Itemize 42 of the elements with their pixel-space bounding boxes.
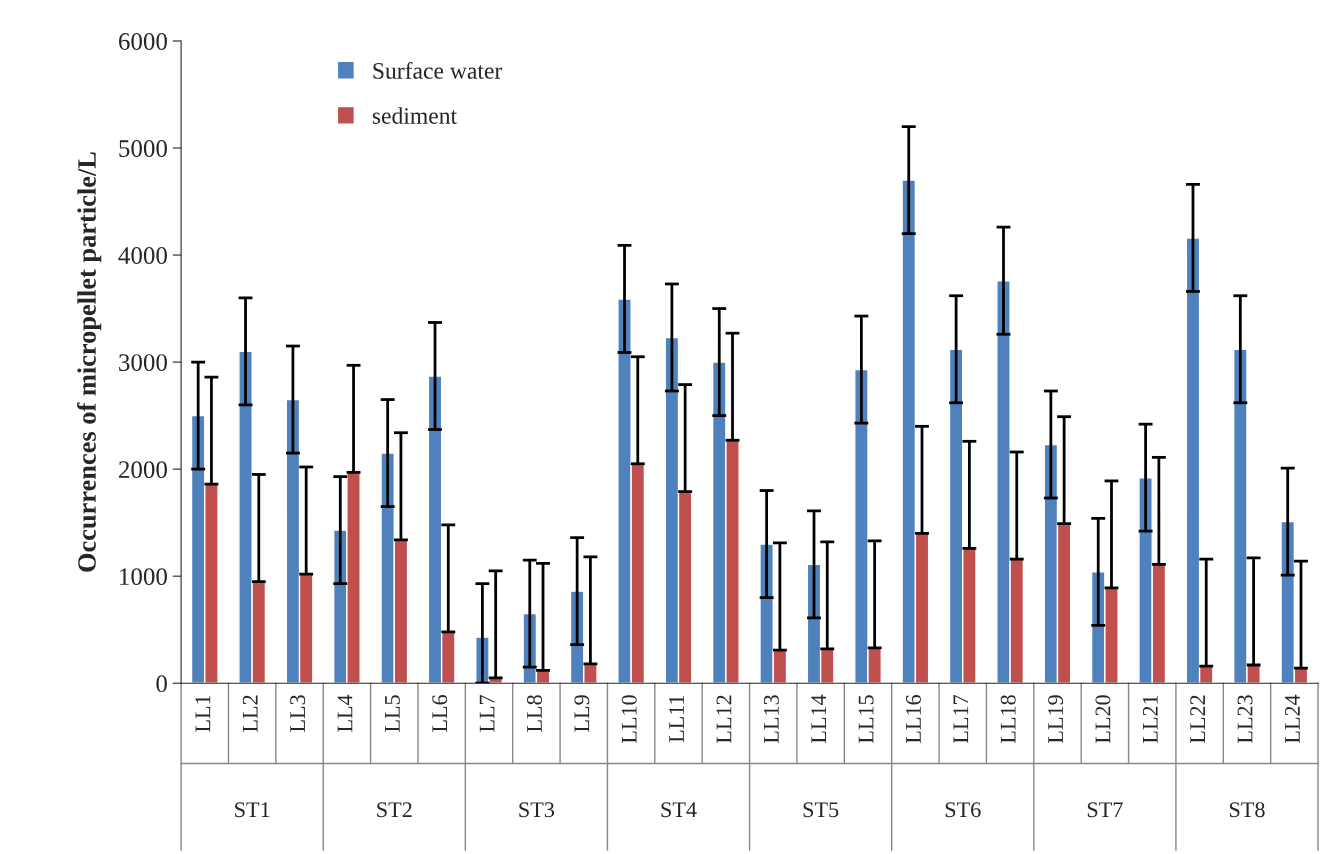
y-tick-label: 6000 xyxy=(118,33,167,50)
text: ST3 xyxy=(519,802,555,818)
y-tick-label: 5000 xyxy=(119,140,167,157)
x-tick-label: LL14 xyxy=(811,694,826,744)
y-axis-title: Occurrences of micropellet particle/L xyxy=(77,152,102,572)
x-tick-label: LL21 xyxy=(1142,695,1158,744)
legend-label: sediment xyxy=(372,107,457,124)
text: ST5 xyxy=(803,802,839,818)
x-tick-label: LL4 xyxy=(337,694,353,732)
y-tick-label: 3000 xyxy=(119,354,167,372)
x-tick-label: LL18 xyxy=(1000,695,1016,744)
x-tick-label: LL6 xyxy=(432,694,448,732)
text: ST1 xyxy=(235,802,270,818)
x-tick-label: LL22 xyxy=(1190,695,1205,744)
text: ST6 xyxy=(945,802,981,818)
x-tick-label: LL12 xyxy=(716,695,732,744)
x-tick-label: LL15 xyxy=(858,695,874,744)
text: ST8 xyxy=(1229,802,1265,818)
x-tick-label: LL13 xyxy=(763,695,779,744)
y-tick-label: 4000 xyxy=(118,247,167,264)
x-tick-label: LL24 xyxy=(1284,694,1300,744)
x-tick-label: LL17 xyxy=(953,694,969,744)
x-tick-label: LL1 xyxy=(195,695,211,732)
x-tick-label: LL23 xyxy=(1237,695,1253,744)
text: ST4 xyxy=(661,802,697,818)
y-tick-label: 2000 xyxy=(119,461,167,479)
y-tick-label: 1000 xyxy=(120,568,167,586)
x-tick-label: LL20 xyxy=(1095,695,1111,744)
x-tick-label: LL5 xyxy=(385,695,400,732)
x-tick-label: LL10 xyxy=(621,695,637,744)
y-tick-label: 0 xyxy=(156,675,167,693)
x-tick-label: LL19 xyxy=(1048,695,1064,744)
x-tick-label: LL8 xyxy=(526,695,542,732)
x-tick-label: LL11 xyxy=(669,695,684,743)
text: ST7 xyxy=(1087,802,1123,818)
legend-label: Surface water xyxy=(373,62,503,79)
text: ST2 xyxy=(377,802,412,818)
x-tick-label: LL2 xyxy=(242,695,258,732)
x-tick-label: LL16 xyxy=(906,694,921,744)
x-tick-label: LL9 xyxy=(574,695,590,732)
x-tick-label: LL3 xyxy=(290,695,306,732)
x-tick-label: LL7 xyxy=(479,694,495,732)
